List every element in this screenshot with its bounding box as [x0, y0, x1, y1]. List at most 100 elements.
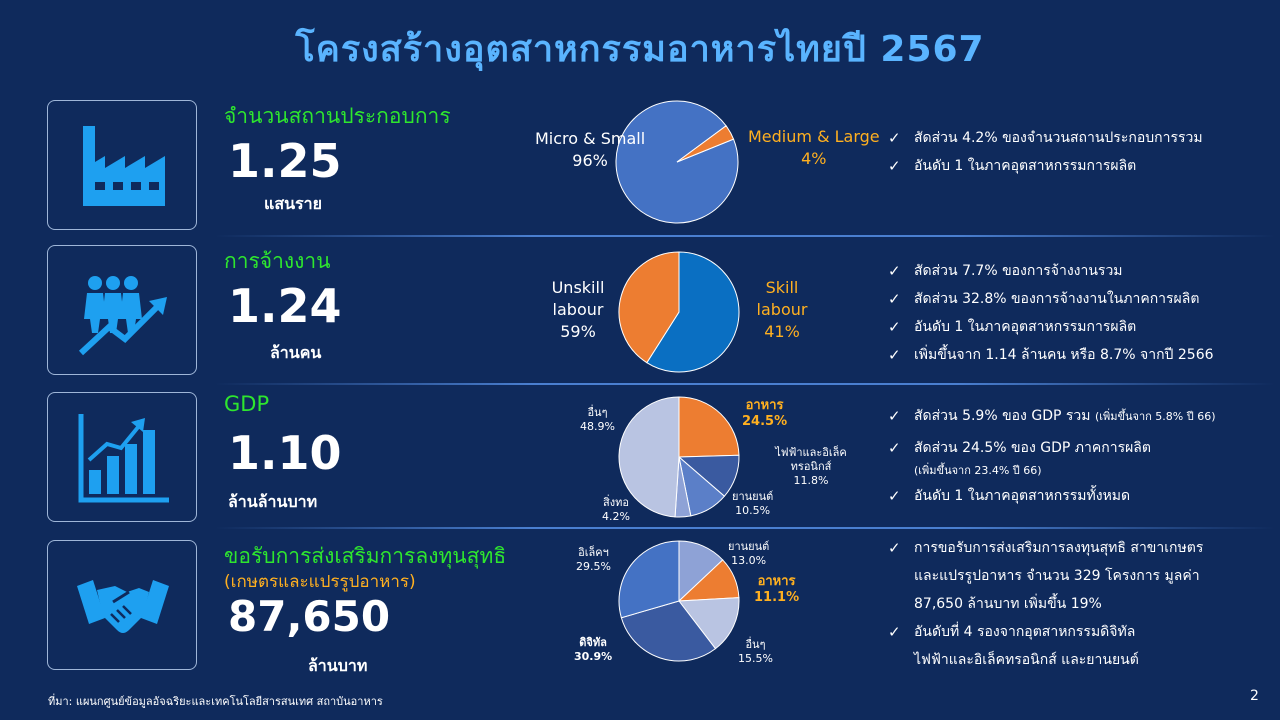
slice-name: อาหาร	[745, 398, 784, 413]
divider	[215, 235, 1275, 237]
pie-slice-1	[676, 125, 735, 163]
pie-slice-0	[646, 251, 740, 373]
slice-name: อื่นๆ	[587, 406, 608, 419]
slice-name: ดิจิทัล	[579, 636, 607, 649]
row-gdp: GDP 1.10 ล้านล้านบาท อื่นๆ 48.9% อาหาร 2…	[0, 392, 1280, 532]
source-note: ที่มา: แผนกศูนย์ข้อมูลอัจฉริยะและเทคโนโล…	[48, 695, 383, 708]
slice-name: ยานยนต์	[732, 490, 774, 503]
pie-label-food: อาหาร 11.1%	[754, 574, 799, 606]
pie-label-unskill: Unskill labour 59%	[548, 277, 608, 343]
pie-label-electrical: ไฟฟ้าและอิเล็คทรอนิกส์ 11.8%	[756, 446, 866, 488]
metric-label: GDP	[224, 392, 270, 416]
check-icon: ✓	[888, 290, 901, 308]
divider	[215, 383, 1275, 385]
row-investment: ขอรับการส่งเสริมการลงทุนสุทธิ (เกษตรและแ…	[0, 539, 1280, 680]
handshake-icon	[77, 580, 169, 633]
pie-slice-4	[618, 396, 680, 518]
bullet-item: ✓ สัดส่วน 24.5% ของ GDP ภาคการผลิต (เพิ่มข…	[888, 439, 1151, 477]
slice-value: 13.0%	[731, 554, 767, 567]
metric-value: 1.10	[228, 426, 342, 480]
employment-icon-box	[47, 245, 197, 375]
bullet-list: ✓ สัดส่วน 4.2% ของจำนวนสถานประกอบการรวม ✓…	[888, 124, 1203, 180]
bar-growth-icon	[78, 414, 169, 503]
check-icon: ✓	[888, 539, 901, 557]
row-establishments: จำนวนสถานประกอบการ 1.25 แสนราย Micro & S…	[0, 100, 1280, 240]
row-employment: การจ้างงาน 1.24 ล้านคน Unskill labour 59…	[0, 245, 1280, 385]
slice-value: 10.5%	[735, 504, 771, 517]
check-icon: ✓	[888, 487, 901, 505]
investment-icon-box	[47, 540, 197, 670]
slice-name: อิเล็คฯ	[578, 546, 609, 559]
factory-icon-box	[47, 100, 197, 230]
pie-slice-4	[618, 540, 680, 619]
slice-name: อื่นๆ	[745, 638, 766, 651]
check-icon: ✓	[888, 407, 901, 425]
pie-label-food: อาหาร 24.5%	[742, 398, 787, 430]
factory-icon	[83, 126, 165, 206]
pie-label-automotive: ยานยนต์ 13.0%	[728, 540, 769, 568]
pie-label-micro-small: Micro & Small 96%	[535, 128, 645, 172]
slice-value: 11.1%	[754, 590, 800, 605]
slice-name: Skill labour	[756, 278, 808, 319]
slice-value: 4%	[801, 149, 827, 168]
metric-unit: แสนราย	[264, 194, 322, 213]
bullet-item: ✓ อันดับที่ 4 รองจากอุตสาหกรรมดิจิทัล ไฟฟ้…	[888, 618, 1203, 674]
pie-chart-investment	[618, 540, 740, 662]
metric-label: ขอรับการส่งเสริมการลงทุนสุทธิ	[224, 544, 507, 568]
pie-label-automotive: ยานยนต์ 10.5%	[732, 490, 773, 518]
pie-label-electronics: อิเล็คฯ 29.5%	[576, 546, 611, 574]
slice-name: สิ่งทอ	[603, 496, 629, 509]
pie-label-textile: สิ่งทอ 4.2%	[602, 496, 630, 524]
metric-label: การจ้างงาน	[224, 249, 331, 273]
divider	[215, 527, 1275, 529]
pie-slice-1	[618, 251, 680, 364]
check-icon: ✓	[888, 129, 901, 147]
metric-unit: ล้านบาท	[308, 656, 368, 675]
metric-sublabel: (เกษตรและแปรรูปอาหาร)	[224, 572, 416, 592]
bullet-item: ✓ การขอรับการส่งเสริมการลงทุนสุทธิ สาขาเก…	[888, 534, 1203, 618]
metric-unit: ล้านล้านบาท	[228, 492, 318, 511]
slice-name: Unskill labour	[551, 278, 605, 319]
bullet-item: ✓ อันดับ 1 ในภาคอุตสาหกรรมการผลิต	[888, 313, 1214, 341]
page-title: โครงสร้างอุตสาหกรรมอาหารไทยปี 2567	[295, 29, 985, 70]
bullet-item: ✓ เพิ่มขึ้นจาก 1.14 ล้านคน หรือ 8.7% จากป…	[888, 341, 1214, 369]
slice-value: 4.2%	[602, 510, 630, 523]
pie-label-digital: ดิจิทัล 30.9%	[574, 636, 612, 664]
page-number: 2	[1250, 688, 1259, 704]
slice-value: 59%	[560, 322, 596, 341]
slice-value: 41%	[764, 322, 800, 341]
check-icon: ✓	[888, 623, 901, 641]
slice-value: 15.5%	[738, 652, 773, 665]
metric-unit: ล้านคน	[270, 343, 322, 362]
slice-name: Micro & Small	[535, 129, 646, 148]
bullet-item: ✓ สัดส่วน 5.9% ของ GDP รวม (เพิ่มขึ้นจาก …	[888, 402, 1216, 431]
slice-value: 24.5%	[742, 414, 788, 429]
slice-name: ยานยนต์	[728, 540, 770, 553]
metric-value: 1.25	[228, 134, 342, 188]
pie-label-medium-large: Medium & Large 4%	[748, 126, 880, 170]
bullet-list: ✓ สัดส่วน 7.7% ของการจ้างงานรวม ✓ สัดส่วน …	[888, 257, 1214, 369]
slice-value: 30.9%	[574, 650, 613, 663]
bullet-list: ✓ การขอรับการส่งเสริมการลงทุนสุทธิ สาขาเก…	[888, 534, 1203, 674]
pie-chart-employment	[618, 251, 740, 373]
pie-slice-2	[678, 597, 740, 650]
check-icon: ✓	[888, 262, 901, 280]
bullet-item: ✓ สัดส่วน 32.8% ของการจ้างงานในภาคการผลิต	[888, 285, 1214, 313]
slice-name: Medium & Large	[748, 127, 880, 146]
employment-growth-icon	[78, 276, 167, 356]
slice-value: 29.5%	[576, 560, 611, 573]
bullet-item: ✓ อันดับ 1 ในภาคอุตสาหกรรมทั้งหมด	[888, 482, 1216, 510]
bullet-item: ✓ อันดับ 1 ในภาคอุตสาหกรรมการผลิต	[888, 152, 1203, 180]
bullet-list: ✓ สัดส่วน 5.9% ของ GDP รวม (เพิ่มขึ้นจาก …	[888, 402, 1216, 510]
check-icon: ✓	[888, 157, 901, 175]
slice-name: อาหาร	[757, 574, 796, 589]
pie-chart-establishments	[615, 100, 739, 224]
check-icon: ✓	[888, 439, 901, 457]
check-icon: ✓	[888, 318, 901, 336]
check-icon: ✓	[888, 346, 901, 364]
metric-value: 1.24	[228, 279, 342, 333]
slice-value: 48.9%	[580, 420, 615, 433]
pie-chart-gdp	[618, 396, 740, 518]
bullet-item: ✓ สัดส่วน 4.2% ของจำนวนสถานประกอบการรวม	[888, 124, 1203, 152]
metric-label: จำนวนสถานประกอบการ	[224, 104, 451, 128]
